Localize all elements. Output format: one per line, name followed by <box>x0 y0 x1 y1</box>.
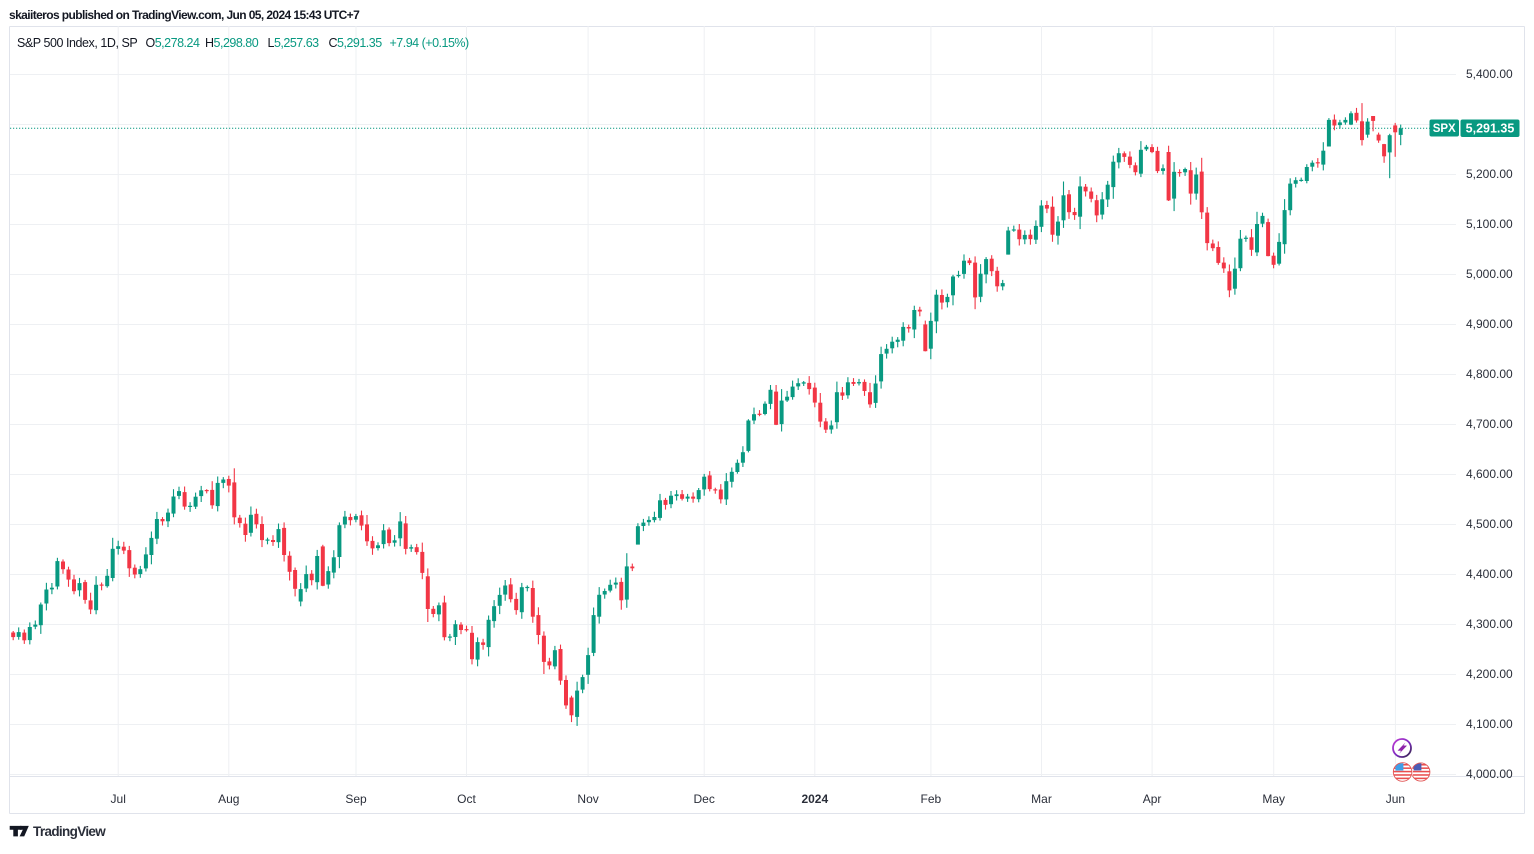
svg-text:4,600.00: 4,600.00 <box>1466 467 1513 481</box>
svg-text:4,200.00: 4,200.00 <box>1466 667 1513 681</box>
svg-text:C5,291.35: C5,291.35 <box>329 36 383 50</box>
svg-text:4,900.00: 4,900.00 <box>1466 317 1513 331</box>
svg-text:May: May <box>1262 792 1285 806</box>
svg-text:Apr: Apr <box>1143 792 1162 806</box>
svg-text:5,000.00: 5,000.00 <box>1466 267 1513 281</box>
svg-text:5,400.00: 5,400.00 <box>1466 67 1513 81</box>
svg-text:Jul: Jul <box>111 792 126 806</box>
svg-text:L5,257.63: L5,257.63 <box>268 36 320 50</box>
svg-text:4,100.00: 4,100.00 <box>1466 717 1513 731</box>
svg-text:5,291.35: 5,291.35 <box>1466 122 1515 136</box>
svg-text:Dec: Dec <box>694 792 715 806</box>
svg-text:4,500.00: 4,500.00 <box>1466 517 1513 531</box>
svg-text:Oct: Oct <box>457 792 476 806</box>
svg-text:O5,278.24: O5,278.24 <box>146 36 200 50</box>
svg-text:Feb: Feb <box>921 792 942 806</box>
svg-text:Aug: Aug <box>218 792 239 806</box>
svg-text:4,800.00: 4,800.00 <box>1466 367 1513 381</box>
svg-text:+7.94 (+0.15%): +7.94 (+0.15%) <box>390 36 470 50</box>
svg-text:4,300.00: 4,300.00 <box>1466 617 1513 631</box>
svg-text:TradingView: TradingView <box>33 824 106 839</box>
svg-text:SPX: SPX <box>1433 123 1456 135</box>
svg-text:Sep: Sep <box>345 792 367 806</box>
svg-text:5,100.00: 5,100.00 <box>1466 217 1513 231</box>
svg-text:skaiiteros published on Tradin: skaiiteros published on TradingView.com,… <box>9 8 360 22</box>
svg-text:Jun: Jun <box>1386 792 1405 806</box>
svg-text:4,000.00: 4,000.00 <box>1466 767 1513 781</box>
svg-text:4,700.00: 4,700.00 <box>1466 417 1513 431</box>
svg-text:S&P 500 Index, 1D, SP: S&P 500 Index, 1D, SP <box>17 36 137 50</box>
svg-text:4,400.00: 4,400.00 <box>1466 567 1513 581</box>
svg-text:Mar: Mar <box>1031 792 1052 806</box>
svg-text:H5,298.80: H5,298.80 <box>205 36 259 50</box>
svg-text:Nov: Nov <box>577 792 598 806</box>
svg-text:2024: 2024 <box>801 792 828 806</box>
svg-text:5,200.00: 5,200.00 <box>1466 167 1513 181</box>
